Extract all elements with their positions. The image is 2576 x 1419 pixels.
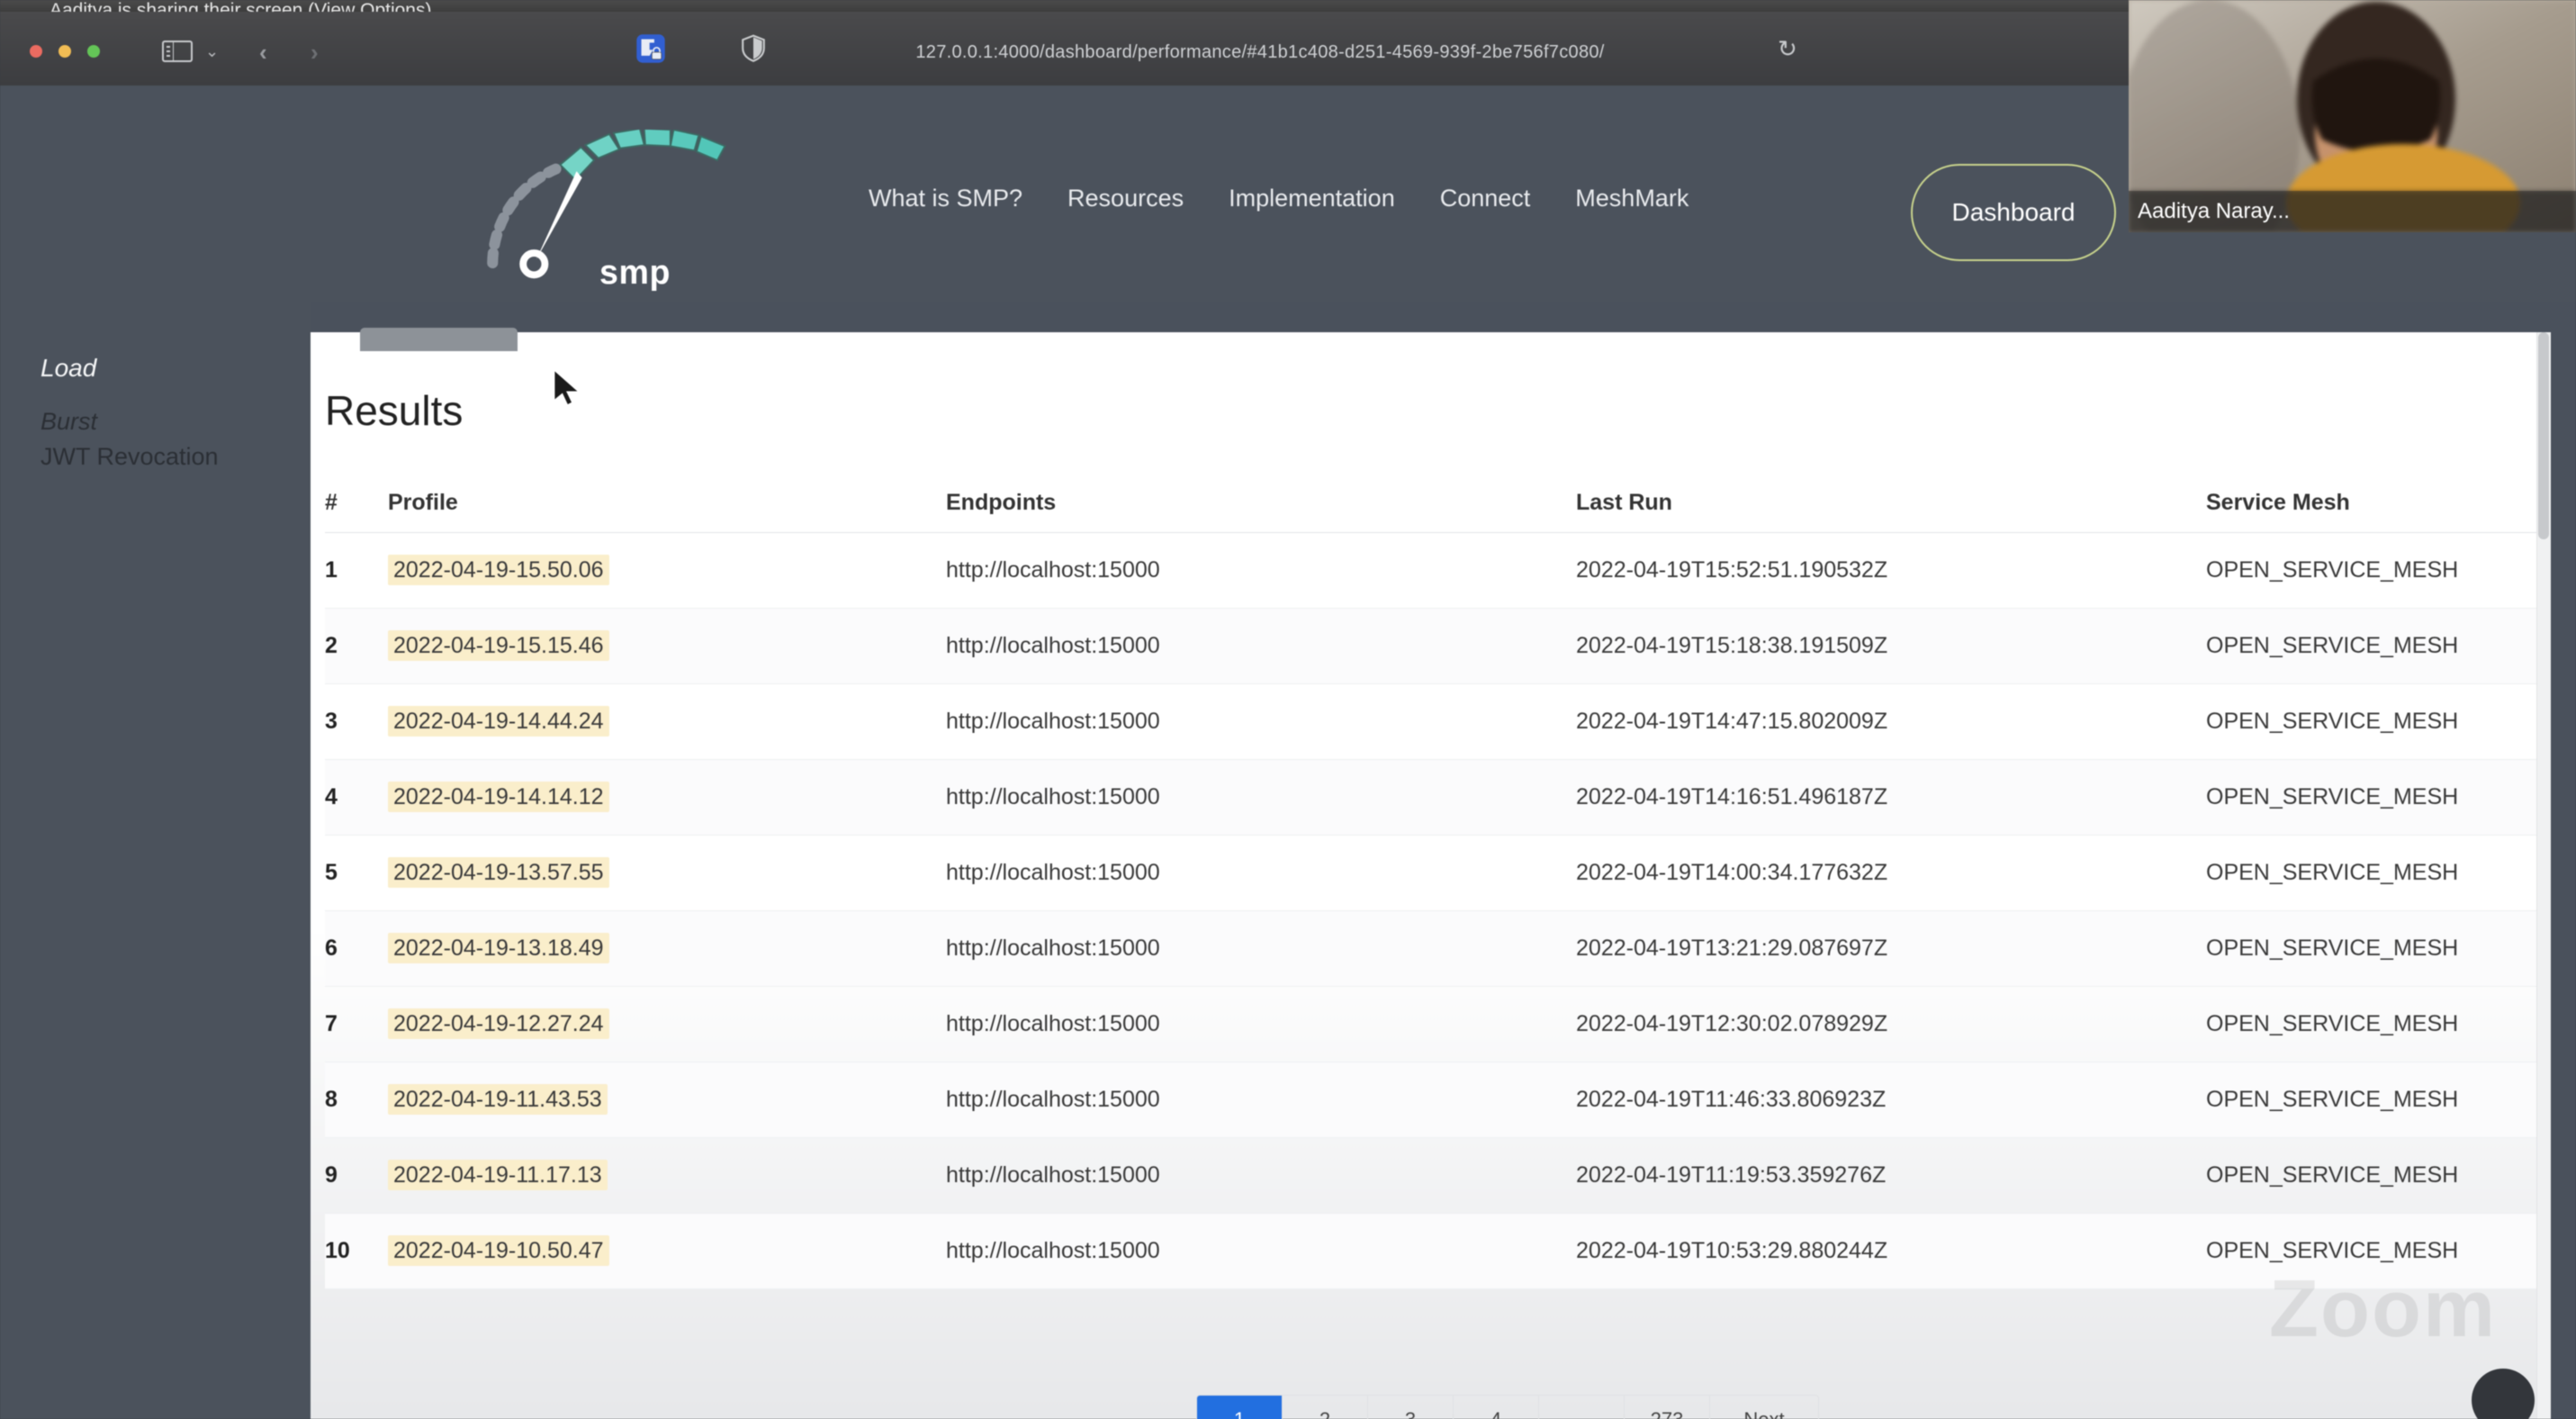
- svg-text:smp: smp: [599, 253, 671, 291]
